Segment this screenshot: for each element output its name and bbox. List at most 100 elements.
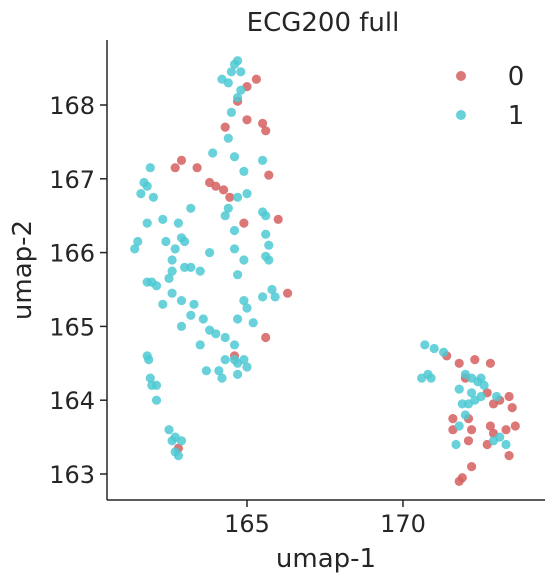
y-tick-label-167: 167 (49, 166, 95, 194)
point-series-1-98 (426, 373, 436, 383)
y-tick-label-166: 166 (49, 240, 95, 268)
point-series-1-17 (136, 189, 146, 199)
point-series-0-23 (470, 355, 480, 365)
point-series-1-1 (229, 59, 240, 69)
point-series-1-86 (151, 395, 162, 405)
point-series-1-14 (145, 163, 155, 173)
legend: 0 1 (456, 62, 524, 131)
point-series-1-105 (467, 388, 477, 398)
point-series-0-34 (467, 425, 477, 435)
point-series-1-92 (173, 451, 183, 461)
point-series-1-63 (198, 314, 208, 324)
point-series-1-16 (142, 181, 152, 191)
point-series-0-4 (220, 122, 230, 132)
point-series-1-18 (148, 192, 158, 202)
x-axis-label: umap-1 (276, 544, 376, 574)
point-series-1-65 (176, 321, 187, 331)
point-series-1-110 (492, 391, 502, 402)
point-series-0-42 (467, 462, 477, 472)
point-series-1-69 (220, 332, 230, 343)
point-series-0-32 (507, 403, 517, 413)
point-series-1-37 (229, 244, 240, 254)
point-series-1-49 (164, 273, 174, 283)
point-series-1-41 (205, 248, 215, 258)
point-series-1-56 (270, 292, 280, 302)
point-series-1-89 (167, 436, 177, 446)
y-tick-label-164: 164 (49, 387, 95, 415)
point-series-1-60 (189, 299, 199, 309)
point-series-1-23 (223, 203, 233, 213)
point-series-1-104 (454, 384, 464, 394)
point-series-1-61 (242, 303, 252, 313)
point-series-1-59 (158, 299, 168, 309)
point-series-1-52 (147, 277, 157, 287)
point-series-1-44 (186, 262, 196, 272)
chart-title: ECG200 full (247, 8, 400, 38)
point-series-0-3 (242, 115, 252, 125)
point-series-0-14 (225, 192, 235, 202)
point-series-0-7 (176, 155, 187, 165)
point-series-0-44 (454, 476, 464, 486)
point-series-1-73 (144, 355, 154, 365)
point-series-1-93 (420, 340, 430, 350)
point-series-1-46 (264, 255, 274, 265)
point-series-1-82 (217, 373, 227, 383)
point-series-1-71 (195, 340, 205, 350)
point-series-0-29 (488, 399, 499, 409)
point-series-0-41 (504, 451, 514, 461)
point-series-1-2 (226, 67, 236, 77)
point-series-0-39 (463, 436, 474, 446)
point-series-0-18 (283, 288, 293, 298)
point-series-0-37 (510, 421, 520, 431)
x-tick-label-165: 165 (224, 510, 270, 538)
point-series-1-81 (201, 366, 211, 376)
point-series-1-5 (223, 78, 233, 88)
point-series-0-12 (264, 170, 274, 180)
point-series-1-48 (233, 270, 243, 280)
y-axis-label: umap-2 (8, 220, 38, 320)
legend-marker-1 (456, 110, 466, 120)
point-series-1-54 (167, 288, 177, 298)
point-series-1-90 (176, 436, 187, 446)
point-series-1-76 (239, 355, 249, 365)
point-series-1-85 (151, 380, 162, 390)
point-series-0-36 (501, 425, 511, 435)
point-series-1-33 (161, 236, 171, 247)
point-series-1-29 (229, 225, 240, 236)
point-series-1-107 (476, 391, 486, 402)
point-series-0-8 (170, 163, 180, 173)
point-series-0-28 (504, 391, 514, 402)
point-series-1-32 (180, 236, 190, 247)
y-tick-label-165: 165 (49, 313, 95, 341)
point-series-1-77 (220, 355, 230, 365)
point-series-1-30 (261, 229, 271, 239)
point-series-1-83 (145, 373, 155, 383)
point-series-1-20 (233, 192, 243, 202)
point-series-1-67 (248, 318, 258, 328)
points-layer (130, 56, 520, 486)
point-series-1-114 (488, 436, 499, 446)
point-series-1-109 (457, 399, 467, 409)
point-series-1-19 (186, 203, 196, 213)
y-ticks: 163 164 165 166 167 168 (49, 92, 107, 489)
point-series-1-47 (195, 266, 205, 276)
point-series-1-40 (170, 244, 180, 254)
point-series-1-80 (233, 369, 243, 379)
point-series-1-27 (158, 214, 168, 224)
point-series-0-22 (454, 358, 464, 368)
point-series-1-62 (186, 310, 196, 320)
point-series-1-78 (242, 362, 252, 372)
point-series-1-64 (233, 314, 243, 324)
point-series-0-9 (192, 163, 202, 173)
point-series-1-103 (479, 380, 489, 390)
point-series-0-11 (211, 181, 221, 191)
point-series-1-21 (242, 189, 252, 199)
point-series-1-95 (439, 347, 449, 357)
point-series-0-6 (261, 126, 271, 136)
point-series-1-58 (239, 296, 249, 306)
x-tick-label-170: 170 (380, 510, 426, 538)
point-series-1-42 (167, 255, 177, 265)
point-series-1-28 (173, 218, 183, 228)
legend-marker-0 (456, 71, 466, 81)
point-series-1-57 (176, 296, 187, 306)
